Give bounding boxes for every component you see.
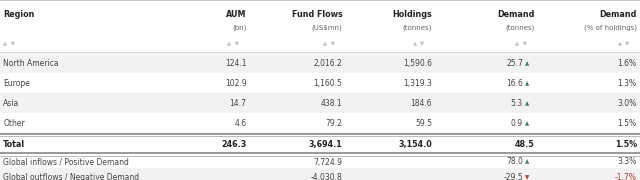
Text: 3.0%: 3.0% (618, 99, 637, 108)
Text: (bn): (bn) (232, 25, 246, 31)
Text: ▼: ▼ (523, 40, 527, 45)
Text: 3,154.0: 3,154.0 (398, 140, 432, 149)
Text: 59.5: 59.5 (415, 119, 432, 128)
Text: ▲: ▲ (525, 101, 529, 106)
Bar (0, 168, 640, 180)
Text: Global outflows / Negative Demand: Global outflows / Negative Demand (3, 173, 140, 180)
Text: 1,319.3: 1,319.3 (403, 79, 432, 88)
Text: -4,030.8: -4,030.8 (310, 173, 342, 180)
Text: Demand: Demand (600, 10, 637, 19)
Bar (0, 153, 640, 171)
Text: Fund Flows: Fund Flows (292, 10, 342, 19)
Text: ▲: ▲ (525, 159, 529, 165)
Text: AUM: AUM (226, 10, 246, 19)
Text: 78.0: 78.0 (506, 158, 523, 166)
Text: Region: Region (3, 10, 35, 19)
Text: ▼: ▼ (331, 40, 335, 45)
Text: -1.7%: -1.7% (615, 173, 637, 180)
Text: 5.3: 5.3 (511, 99, 523, 108)
Text: ▲: ▲ (3, 40, 7, 45)
Text: ▲: ▲ (525, 61, 529, 66)
Text: ▲: ▲ (525, 121, 529, 126)
Text: 0.9: 0.9 (511, 119, 523, 128)
Text: ▼: ▼ (11, 40, 15, 45)
Text: 3.3%: 3.3% (618, 158, 637, 166)
Text: 79.2: 79.2 (326, 119, 342, 128)
Text: Global inflows / Positive Demand: Global inflows / Positive Demand (3, 158, 129, 166)
Text: Holdings: Holdings (392, 10, 432, 19)
Text: ▼: ▼ (235, 40, 239, 45)
Text: ▼: ▼ (625, 40, 629, 45)
Text: (% of holdings): (% of holdings) (584, 25, 637, 31)
Text: 25.7: 25.7 (506, 59, 523, 68)
Bar (0, 93, 640, 113)
Text: Other: Other (3, 119, 25, 128)
Text: 1.3%: 1.3% (618, 79, 637, 88)
Text: ▲: ▲ (413, 40, 417, 45)
Text: 1,590.6: 1,590.6 (403, 59, 432, 68)
Text: 124.1: 124.1 (225, 59, 246, 68)
Text: ▼: ▼ (525, 175, 529, 180)
Text: Europe: Europe (3, 79, 30, 88)
Text: 16.6: 16.6 (506, 79, 523, 88)
Bar (0, 113, 640, 133)
Text: Demand: Demand (497, 10, 534, 19)
Text: 48.5: 48.5 (515, 140, 534, 149)
Text: (tonnes): (tonnes) (403, 25, 432, 31)
Text: 184.6: 184.6 (410, 99, 432, 108)
Text: 1.6%: 1.6% (618, 59, 637, 68)
Bar (0, 0, 640, 52)
Text: 1,160.5: 1,160.5 (314, 79, 342, 88)
Text: 7,724.9: 7,724.9 (314, 158, 342, 166)
Bar (0, 53, 640, 73)
Text: 2,016.2: 2,016.2 (314, 59, 342, 68)
Bar (0, 73, 640, 93)
Text: 102.9: 102.9 (225, 79, 246, 88)
Text: ▲: ▲ (515, 40, 519, 45)
Text: 4.6: 4.6 (234, 119, 246, 128)
Text: -29.5: -29.5 (503, 173, 523, 180)
Text: 1.5%: 1.5% (614, 140, 637, 149)
Text: ▼: ▼ (420, 40, 424, 45)
Text: 1.5%: 1.5% (618, 119, 637, 128)
Text: (US$mn): (US$mn) (312, 25, 342, 31)
Text: Total: Total (3, 140, 26, 149)
Text: ▲: ▲ (525, 81, 529, 86)
Text: ▲: ▲ (618, 40, 621, 45)
Text: 246.3: 246.3 (221, 140, 246, 149)
Text: Asia: Asia (3, 99, 19, 108)
Text: North America: North America (3, 59, 59, 68)
Text: ▲: ▲ (227, 40, 231, 45)
Text: 438.1: 438.1 (321, 99, 342, 108)
Text: 3,694.1: 3,694.1 (308, 140, 342, 149)
Text: ▲: ▲ (323, 40, 327, 45)
Text: (tonnes): (tonnes) (505, 25, 534, 31)
Text: 14.7: 14.7 (230, 99, 246, 108)
